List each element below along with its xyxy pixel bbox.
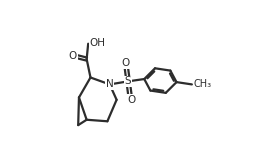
Text: N: N [106,79,113,89]
Text: O: O [69,51,77,61]
Text: S: S [125,76,131,86]
Text: OH: OH [90,38,106,48]
Text: CH₃: CH₃ [193,79,211,89]
Text: O: O [122,58,130,68]
Text: O: O [128,95,136,105]
